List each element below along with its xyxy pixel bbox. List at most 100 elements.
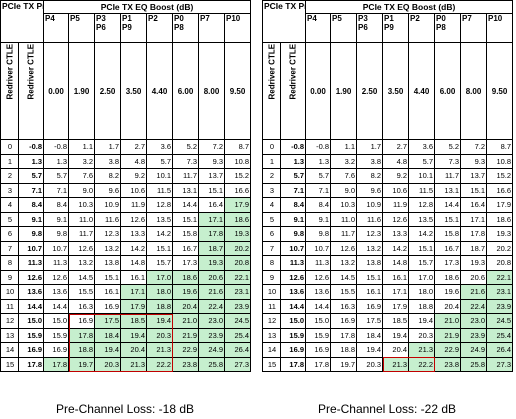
total-boost-cell: 20.8 <box>224 255 252 271</box>
total-boost-cell: 11.5 <box>146 182 174 198</box>
row-ctle-boost: 16.9 <box>17 342 45 358</box>
row-ctle-boost: 13.6 <box>279 284 307 300</box>
total-boost-cell: 19.6 <box>172 284 200 300</box>
total-boost-cell: 21.0 <box>172 313 200 329</box>
total-boost-cell: 7.2 <box>198 139 226 155</box>
total-boost-cell: 13.2 <box>68 255 96 271</box>
total-boost-cell: 9.8 <box>305 226 332 242</box>
total-boost-cell: 11.7 <box>68 226 96 242</box>
total-boost-cell: 16.9 <box>356 298 384 314</box>
total-boost-cell: 19.6 <box>434 284 462 300</box>
total-boost-cell: 11.7 <box>330 226 358 242</box>
row-ctle-boost: 16.9 <box>279 342 307 358</box>
total-boost-cell: 19.7 <box>330 356 358 372</box>
total-boost-cell: 13.7 <box>460 168 488 184</box>
eq-boost-table: PCIe TX PresetsPCIe TX EQ Boost (dB)P4 P5… <box>261 0 514 372</box>
total-boost-cell: 17.0 <box>146 269 174 285</box>
total-boost-cell: 10.1 <box>408 168 436 184</box>
boost-value: 3.50 <box>120 42 148 140</box>
preset-row: P4 P5 P3 P6 P1 P9 P2 P0 P8 P7 P10 <box>1 13 252 43</box>
preset-label: P5 <box>70 14 80 24</box>
table-row: 9 12.6 12.6 14.5 15.1 16.1 17.0 18.6 20.6 22.1 <box>262 269 514 285</box>
eq-boost-header: PCIe TX EQ Boost (dB) <box>305 0 514 14</box>
total-boost-cell: 12.3 <box>356 226 384 242</box>
table-row: 14 16.9 16.9 18.8 19.4 20.4 21.3 22.9 24.9 26.4 <box>262 342 514 358</box>
total-boost-cell: 8.2 <box>356 168 384 184</box>
total-boost-cell: 23.8 <box>434 356 462 372</box>
total-boost-cell: 8.2 <box>94 168 122 184</box>
total-boost-cell: 21.3 <box>382 356 410 372</box>
total-boost-cell: 17.9 <box>486 197 514 213</box>
total-boost-cell: 25.4 <box>224 327 252 343</box>
total-boost-cell: 11.9 <box>120 197 148 213</box>
total-boost-cell: 13.2 <box>330 255 358 271</box>
total-boost-cell: 22.2 <box>408 356 436 372</box>
total-boost-cell: 19.4 <box>356 342 384 358</box>
total-boost-cell: 17.9 <box>120 298 148 314</box>
row-index: 12 <box>0 313 19 329</box>
total-boost-cell: 11.7 <box>434 168 462 184</box>
total-boost-cell: 24.5 <box>224 313 252 329</box>
total-boost-cell: 17.8 <box>43 356 70 372</box>
total-boost-cell: 16.7 <box>172 240 200 256</box>
total-boost-cell: 14.5 <box>330 269 358 285</box>
ctle-boost-header: Redriver CTLE Boost (dB) <box>279 42 307 140</box>
total-boost-cell: 19.4 <box>408 313 436 329</box>
boost-value: 1.90 <box>68 42 96 140</box>
preset-label: P1 P9 <box>122 14 132 33</box>
total-boost-cell: 3.6 <box>146 139 174 155</box>
total-boost-cell: 15.2 <box>486 168 514 184</box>
total-boost-cell: 13.8 <box>356 255 384 271</box>
preset-name: P0 P8 <box>434 13 462 43</box>
total-boost-cell: 11.6 <box>356 211 384 227</box>
total-boost-cell: 21.3 <box>408 342 436 358</box>
row-ctle-boost: 5.7 <box>279 168 307 184</box>
ctle-index-label: Redriver CTLE Index <box>5 42 15 100</box>
table-row: 10 13.6 13.6 15.5 16.1 17.1 18.0 19.6 21.6 23.1 <box>0 284 252 300</box>
total-boost-cell: 27.3 <box>224 356 252 372</box>
total-boost-cell: 16.4 <box>198 197 226 213</box>
preset-name: P4 <box>43 13 70 43</box>
row-index: 8 <box>262 255 281 271</box>
total-boost-cell: 12.8 <box>146 197 174 213</box>
table-row: 3 7.1 7.1 9.0 9.6 10.6 11.5 13.1 15.1 16.6 <box>262 182 514 198</box>
total-boost-cell: 16.1 <box>382 269 410 285</box>
row-ctle-boost: 10.7 <box>17 240 45 256</box>
row-index: 6 <box>262 226 281 242</box>
row-index: 10 <box>0 284 19 300</box>
total-boost-cell: 7.6 <box>68 168 96 184</box>
row-index: 14 <box>262 342 281 358</box>
boost-value: 6.00 <box>434 42 462 140</box>
row-index: 0 <box>0 139 19 155</box>
total-boost-cell: 21.9 <box>434 327 462 343</box>
row-index: 4 <box>262 197 281 213</box>
total-boost-cell: 13.3 <box>382 226 410 242</box>
total-boost-cell: 12.6 <box>68 240 96 256</box>
table-row: 5 9.1 9.1 11.0 11.6 12.6 13.5 15.1 17.1 18.6 <box>0 211 252 227</box>
ctle-boost-label: Redriver CTLE Boost (dB) <box>288 42 298 100</box>
total-boost-cell: 18.4 <box>94 327 122 343</box>
total-boost-cell: 20.3 <box>356 356 384 372</box>
total-boost-cell: 9.2 <box>382 168 410 184</box>
total-boost-cell: 16.9 <box>330 313 358 329</box>
row-index: 6 <box>0 226 19 242</box>
total-boost-cell: 18.7 <box>198 240 226 256</box>
total-boost-cell: 7.6 <box>330 168 358 184</box>
preset-name: P2 <box>146 13 174 43</box>
row-ctle-boost: 12.6 <box>279 269 307 285</box>
total-boost-cell: 1.7 <box>94 139 122 155</box>
total-boost-cell: 25.8 <box>460 356 488 372</box>
preset-label: P2 <box>410 14 420 24</box>
table-row: 7 10.7 10.7 12.6 13.2 14.2 15.1 16.7 18.7 20.2 <box>262 240 514 256</box>
total-boost-cell: 15.1 <box>460 182 488 198</box>
total-boost-cell: 15.1 <box>146 240 174 256</box>
total-boost-cell: 21.3 <box>120 356 148 372</box>
total-boost-cell: 19.4 <box>382 327 410 343</box>
preset-name: P7 <box>460 13 488 43</box>
total-boost-cell: 15.8 <box>434 226 462 242</box>
total-boost-cell: 9.6 <box>94 182 122 198</box>
row-ctle-boost: 9.8 <box>279 226 307 242</box>
total-boost-cell: 14.2 <box>146 226 174 242</box>
ctle-index-header: Redriver CTLE Index <box>0 42 19 140</box>
row-ctle-boost: 17.8 <box>17 356 45 372</box>
